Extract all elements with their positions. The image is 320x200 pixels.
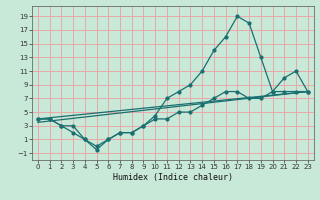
X-axis label: Humidex (Indice chaleur): Humidex (Indice chaleur) bbox=[113, 173, 233, 182]
